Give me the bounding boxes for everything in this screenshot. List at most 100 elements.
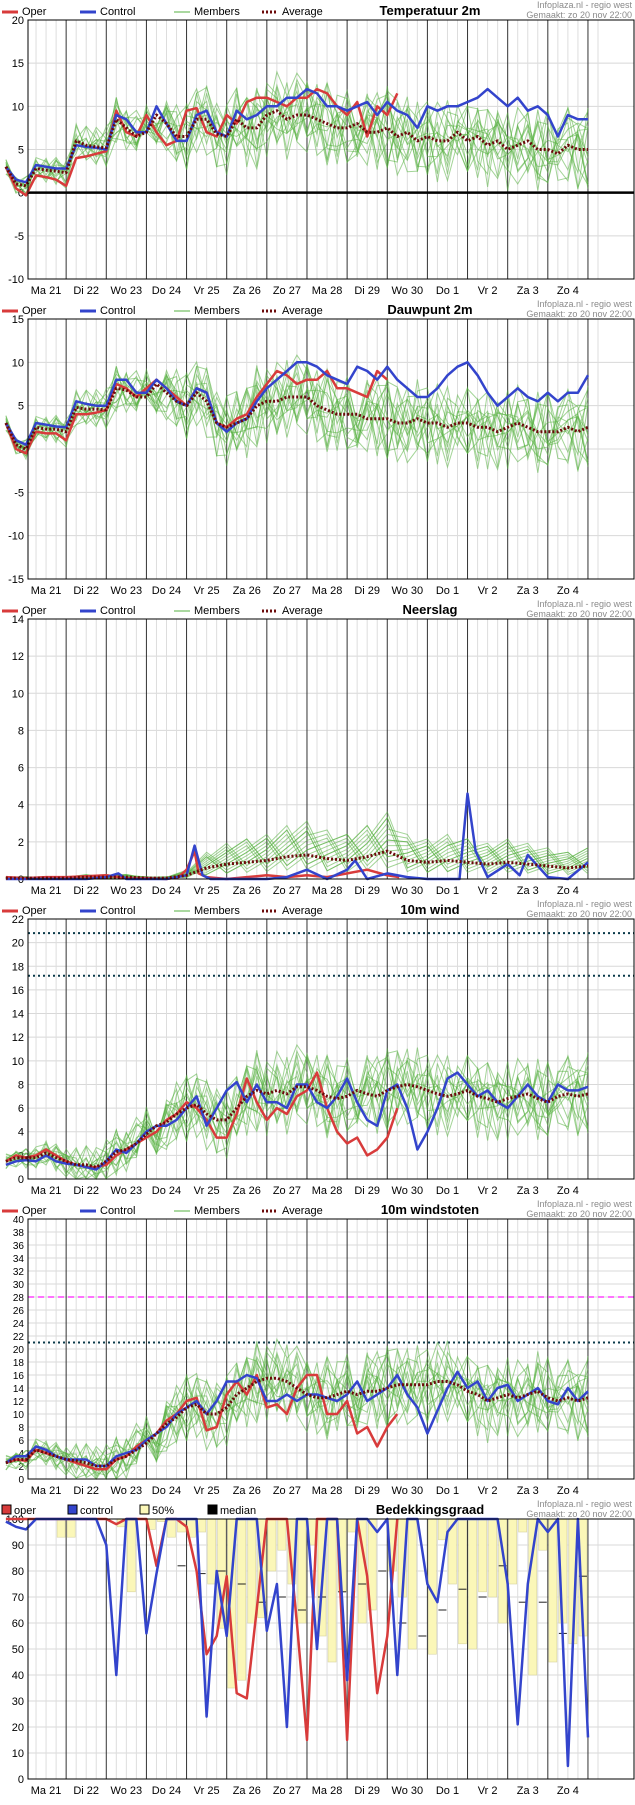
ensemble-member-line bbox=[5, 1047, 589, 1176]
y-tick-label: 10 bbox=[12, 101, 24, 113]
series-oper bbox=[5, 1373, 399, 1471]
ensemble-member-line bbox=[5, 1049, 589, 1180]
legend-median-label: median bbox=[220, 1505, 256, 1517]
x-tick-label: Ma 28 bbox=[312, 285, 343, 297]
legend-control-label: Control bbox=[100, 305, 135, 317]
x-tick-label: Za 26 bbox=[233, 585, 261, 597]
x-tick-label: Zo 4 bbox=[557, 285, 579, 297]
x-tick-label: Di 22 bbox=[73, 1785, 99, 1797]
x-tick-label: Za 3 bbox=[517, 1185, 539, 1197]
x-tick-label: Za 26 bbox=[233, 885, 261, 897]
source-label: Infoplaza.nl - regio west bbox=[537, 899, 633, 909]
x-tick-label: Zo 4 bbox=[557, 1185, 579, 1197]
x-tick-label: Vr 2 bbox=[478, 1185, 498, 1197]
y-tick-label: 10 bbox=[12, 1748, 24, 1760]
y-tick-label: 50 bbox=[12, 1644, 24, 1656]
y-tick-label: -5 bbox=[14, 487, 24, 499]
y-tick-label: 8 bbox=[18, 1423, 24, 1434]
chart-title: 10m wind bbox=[400, 902, 459, 917]
ensemble-member-line bbox=[5, 70, 589, 194]
cloud-50pct-bar bbox=[327, 1518, 337, 1663]
y-tick-label: 30 bbox=[12, 1696, 24, 1708]
x-tick-label: Za 3 bbox=[517, 285, 539, 297]
cloud-50pct-bar bbox=[56, 1518, 66, 1538]
x-tick-label: Zo 27 bbox=[273, 285, 301, 297]
y-tick-label: 0 bbox=[18, 188, 24, 200]
x-tick-label: Do 1 bbox=[436, 885, 459, 897]
plot-frame bbox=[27, 318, 635, 580]
x-tick-label: Wo 30 bbox=[392, 1485, 424, 1497]
y-tick-label: 24 bbox=[13, 1319, 25, 1330]
ensemble-member-line bbox=[5, 1065, 589, 1181]
legend-control-label: Control bbox=[100, 6, 135, 18]
legend-oper-label: Oper bbox=[22, 605, 47, 617]
x-tick-label: Ma 28 bbox=[312, 1485, 343, 1497]
x-tick-label: Do 1 bbox=[436, 1485, 459, 1497]
y-tick-label: 20 bbox=[13, 1345, 25, 1356]
y-tick-label: 4 bbox=[18, 800, 24, 812]
source-label: Infoplaza.nl - regio west bbox=[537, 299, 633, 309]
x-tick-label: Ma 21 bbox=[31, 1485, 62, 1497]
ensemble-member-line bbox=[5, 1350, 589, 1480]
x-tick-label: Wo 23 bbox=[111, 585, 143, 597]
x-tick-label: Wo 23 bbox=[111, 1185, 143, 1197]
y-tick-label: 40 bbox=[12, 1670, 24, 1682]
y-tick-label: 40 bbox=[13, 1215, 25, 1226]
created-label: Gemaakt: zo 20 nov 22:00 bbox=[526, 609, 632, 619]
x-tick-label: Za 3 bbox=[517, 885, 539, 897]
y-tick-label: 36 bbox=[13, 1241, 25, 1252]
x-tick-label: Zo 27 bbox=[273, 1185, 301, 1197]
cloud-50pct-bar bbox=[277, 1518, 287, 1551]
y-tick-label: 8 bbox=[18, 725, 24, 737]
y-tick-label: 18 bbox=[13, 1358, 25, 1369]
x-tick-label: Do 1 bbox=[436, 585, 459, 597]
y-tick-label: 10 bbox=[12, 688, 24, 700]
ensemble-member-line bbox=[5, 1052, 589, 1180]
x-tick-label: Ma 21 bbox=[31, 885, 62, 897]
series-average bbox=[4, 109, 588, 188]
x-tick-label: Do 24 bbox=[152, 1485, 181, 1497]
created-label: Gemaakt: zo 20 nov 22:00 bbox=[526, 1509, 632, 1519]
legend-control-label: Control bbox=[100, 605, 135, 617]
cloud-50pct-bar bbox=[488, 1518, 497, 1598]
x-tick-label: Za 26 bbox=[233, 1185, 261, 1197]
y-tick-label: 20 bbox=[12, 938, 24, 950]
cloud-50pct-bar bbox=[438, 1518, 447, 1541]
y-tick-label: 70 bbox=[12, 1592, 24, 1604]
ensemble-member-line bbox=[5, 1337, 589, 1480]
y-tick-label: 0 bbox=[18, 1774, 24, 1786]
y-tick-label: 80 bbox=[12, 1566, 24, 1578]
y-tick-label: 5 bbox=[18, 401, 24, 413]
legend-oper-swatch bbox=[1, 1504, 12, 1515]
legend-median-swatch bbox=[207, 1504, 218, 1515]
plot-frame bbox=[27, 918, 635, 1180]
legend-50pct-label: 50% bbox=[152, 1505, 174, 1517]
cloud-50pct-bar bbox=[458, 1518, 467, 1645]
source-label: Infoplaza.nl - regio west bbox=[537, 599, 633, 609]
x-tick-label: Ma 28 bbox=[312, 1185, 343, 1197]
x-tick-label: Vr 25 bbox=[194, 885, 220, 897]
y-tick-label: -10 bbox=[8, 531, 24, 543]
x-tick-label: Ma 21 bbox=[31, 585, 62, 597]
x-tick-label: Do 1 bbox=[436, 285, 459, 297]
cloud-50pct-bar bbox=[528, 1518, 538, 1676]
x-tick-label: Ma 21 bbox=[31, 285, 62, 297]
chart-title: Dauwpunt 2m bbox=[387, 302, 472, 317]
legend-average-label: Average bbox=[282, 6, 323, 18]
ensemble-member-line bbox=[5, 366, 589, 462]
x-tick-label: Zo 27 bbox=[273, 585, 301, 597]
series-average bbox=[4, 382, 589, 451]
legend-control-label: Control bbox=[100, 905, 135, 917]
ensemble-member-line bbox=[5, 368, 589, 473]
y-tick-label: 14 bbox=[12, 1009, 24, 1021]
legend-oper-label: Oper bbox=[22, 905, 47, 917]
x-tick-label: Do 24 bbox=[152, 1785, 181, 1797]
x-tick-label: Di 29 bbox=[354, 885, 380, 897]
cloud-50pct-bar bbox=[508, 1518, 518, 1585]
y-tick-label: 8 bbox=[18, 1079, 24, 1091]
x-tick-label: Vr 25 bbox=[194, 1185, 220, 1197]
x-tick-label: Za 3 bbox=[517, 1785, 539, 1797]
